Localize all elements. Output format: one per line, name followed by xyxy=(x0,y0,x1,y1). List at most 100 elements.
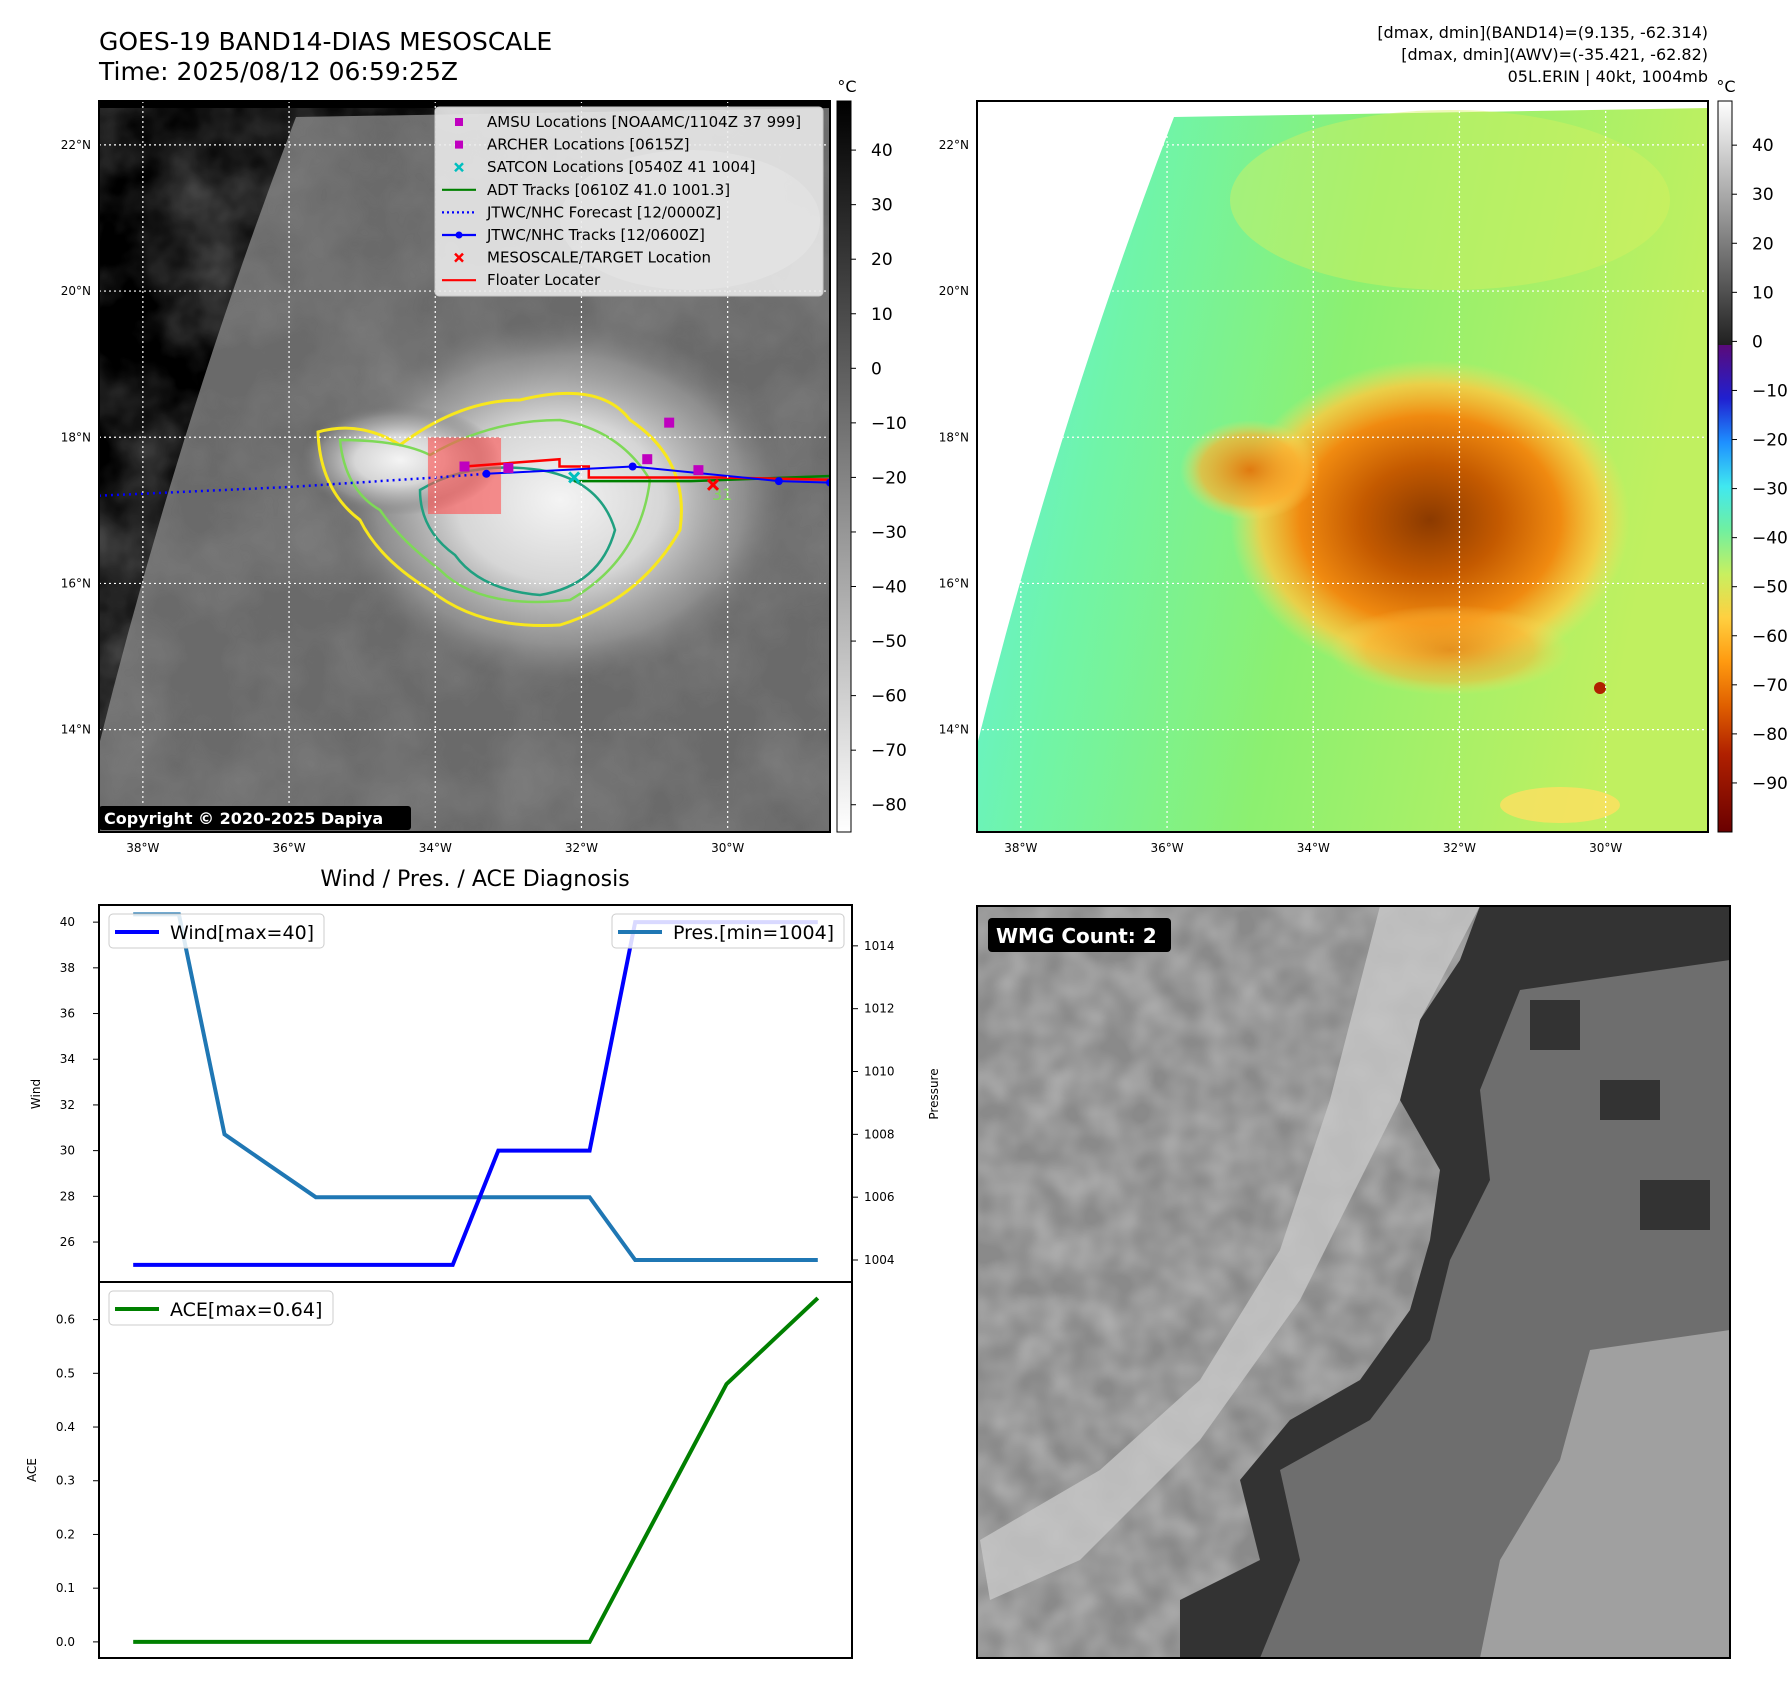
ir-colorbar-tick-label: −60 xyxy=(871,687,907,707)
awv-lat-tick-label: 18°N xyxy=(939,430,969,444)
wind-pressure-subplot: 26 28 30 32 34 36 38 40 1004 1006 1008 1010 1012 101… xyxy=(29,904,941,1283)
awv-colorbar-tick-label: −20 xyxy=(1752,431,1788,451)
wmg-block xyxy=(1640,1180,1710,1230)
pressure-y-tick-label: 1006 xyxy=(864,1190,895,1204)
ir-lat-tick-label: 14°N xyxy=(61,723,91,737)
ace-subplot: 0.0 0.1 0.2 0.3 0.4 0.5 0.6 ACE ACE[max=0.64] xyxy=(25,1281,853,1659)
ir-colorbar-tick-label: −40 xyxy=(871,578,907,598)
track-markers xyxy=(459,417,830,491)
wmg-count-label: WMG Count: 2 xyxy=(996,924,1157,948)
ace-y-tick-label: 0.1 xyxy=(56,1581,75,1595)
ir-lon-tick-label: 38°W xyxy=(126,841,159,855)
legend-label: MESOSCALE/TARGET Location xyxy=(487,249,711,267)
ir-colorbar-tick-label: 20 xyxy=(871,250,893,270)
awv-lat-tick-label: 14°N xyxy=(939,723,969,737)
ir-panel: 31 38°W 36°W 34°W 32°W 30°W22°N20°N18°N16°N1… xyxy=(61,77,907,855)
legend-entry: ARCHER Locations [0615Z] xyxy=(455,136,690,154)
awv-lat-tick-label: 22°N xyxy=(939,138,969,152)
legend-label: AMSU Locations [NOAAMC/1104Z 37 999] xyxy=(487,113,801,131)
awv-colorbar: °C 40 30 20 10 0 −10 −20 −30 −40 −50 −60 −70 −80 −90 xyxy=(1716,77,1788,833)
ace-frame xyxy=(98,1281,853,1659)
pressure-legend: Pres.[min=1004] xyxy=(611,913,845,949)
legend-label: JTWC/NHC Forecast [12/0000Z] xyxy=(486,203,721,221)
ir-colorbar-tick-label: −80 xyxy=(871,796,907,816)
wind-y-tick-label: 28 xyxy=(60,1189,75,1203)
ir-lat-tick-label: 18°N xyxy=(61,430,91,444)
ir-lon-tick-label: 34°W xyxy=(419,841,452,855)
awv-convective-cell xyxy=(1594,682,1606,694)
awv-lon-tick-label: 36°W xyxy=(1150,841,1183,855)
legend-entry: SATCON Locations [0540Z 41 1004] xyxy=(454,158,755,176)
awv-colorbar-tick-label: −10 xyxy=(1752,381,1788,401)
wmg-bright-band xyxy=(980,906,1480,1600)
wind-legend: Wind[max=40] xyxy=(108,913,325,949)
ir-frame xyxy=(98,100,831,833)
legend-entry: AMSU Locations [NOAAMC/1104Z 37 999] xyxy=(455,113,801,131)
ace-plot-area xyxy=(99,1282,852,1658)
legend-entry: JTWC/NHC Tracks [12/0600Z] xyxy=(442,226,705,244)
wmg-frame xyxy=(976,905,1731,1659)
awv-axis-ticks: 38°W 36°W 34°W 32°W 30°W 22°N 20°N 18°N 16°N 14°N xyxy=(939,138,1623,855)
legend-x-icon xyxy=(454,252,464,263)
ir-lat-tick-label: 16°N xyxy=(61,576,91,590)
ir-colorbar-tick-label: −50 xyxy=(871,632,907,652)
pressure-y-tick-label: 1014 xyxy=(864,939,895,953)
ir-colorbar-unit: °C xyxy=(837,77,856,96)
awv-panel: 38°W 36°W 34°W 32°W 30°W 22°N 20°N 18°N 16°N 14°N… xyxy=(939,77,1788,855)
diagnosis-title: Wind / Pres. / ACE Diagnosis xyxy=(320,867,629,892)
pressure-axis-label: Pressure xyxy=(927,1068,941,1119)
legend-label: ADT Tracks [0610Z 41.0 1001.3] xyxy=(487,181,730,199)
wmg-light-region xyxy=(1480,1330,1730,1658)
awv-lat-tick-label: 16°N xyxy=(939,576,969,590)
legend-x-icon xyxy=(454,162,464,173)
pressure-y-tick-label: 1008 xyxy=(864,1127,895,1141)
ir-axis-ticks: 38°W 36°W 34°W 32°W 30°W 22°N 20°N 18°N 16°N 14°N xyxy=(61,138,745,855)
ace-axis-label: ACE xyxy=(25,1458,39,1482)
target-marker xyxy=(706,478,720,491)
ace-legend-label: ACE[max=0.64] xyxy=(170,1299,322,1321)
wind-y-tick-label: 32 xyxy=(60,1098,75,1112)
figure-time: Time: 2025/08/12 06:59:25Z xyxy=(98,57,458,86)
ir-colorbar-gradient xyxy=(836,100,852,833)
awv-colorbar-tick-label: 10 xyxy=(1752,283,1774,303)
awv-lat-tick-label: 20°N xyxy=(939,284,969,298)
ace-line xyxy=(133,1296,820,1644)
awv-colorbar-tick-label: −90 xyxy=(1752,774,1788,794)
legend-entry: Floater Locater xyxy=(442,271,601,289)
awv-colorbar-tick-label: 40 xyxy=(1752,136,1774,156)
ir-lon-tick-label: 30°W xyxy=(711,841,744,855)
ir-colorbar-tick-label: −20 xyxy=(871,468,907,488)
awv-colorbar-tick-label: −60 xyxy=(1752,627,1788,647)
ir-lat-tick-label: 20°N xyxy=(61,284,91,298)
ir-legend: AMSU Locations [NOAAMC/1104Z 37 999] ARCH… xyxy=(434,106,824,297)
ir-storm-canopy xyxy=(330,320,790,680)
wind-legend-box xyxy=(108,913,325,949)
ace-legend: ACE[max=0.64] xyxy=(108,1290,334,1326)
wind-y-tick-label: 40 xyxy=(60,915,75,929)
ir-colorbar-tick-label: 10 xyxy=(871,305,893,325)
pressure-legend-box xyxy=(611,913,845,949)
jtwc-track-point xyxy=(774,477,783,486)
awv-colorbar-ticks: 40 30 20 10 0 −10 −20 −30 −40 −50 −60 −70 −80 −90 xyxy=(1732,136,1788,794)
wind-axis-label: Wind xyxy=(29,1079,43,1109)
wmg-block xyxy=(1600,1080,1660,1120)
wind-plot-area xyxy=(99,905,852,1282)
legend-label: ARCHER Locations [0615Z] xyxy=(487,136,690,154)
awv-lon-tick-label: 38°W xyxy=(1004,841,1037,855)
ace-y-tick-label: 0.4 xyxy=(56,1420,75,1434)
wind-y-tick-label: 26 xyxy=(60,1235,75,1249)
ir-colorbar-tick-label: 40 xyxy=(871,141,893,161)
legend-entry: ADT Tracks [0610Z 41.0 1001.3] xyxy=(442,181,730,199)
wmg-panel: WMG Count: 2 xyxy=(976,905,1731,1659)
pressure-y-tick-label: 1004 xyxy=(864,1253,895,1267)
awv-lon-tick-label: 32°W xyxy=(1443,841,1476,855)
awv-colorbar-tick-label: −30 xyxy=(1752,480,1788,500)
ir-lon-tick-label: 36°W xyxy=(272,841,305,855)
awv-colorbar-color xyxy=(1718,345,1732,832)
archer-marker xyxy=(693,465,704,476)
ace-y-tick-label: 0.5 xyxy=(56,1366,75,1380)
archer-marker xyxy=(503,462,514,473)
awv-gridlines xyxy=(977,101,1708,832)
awv-colorbar-tick-label: −50 xyxy=(1752,578,1788,598)
